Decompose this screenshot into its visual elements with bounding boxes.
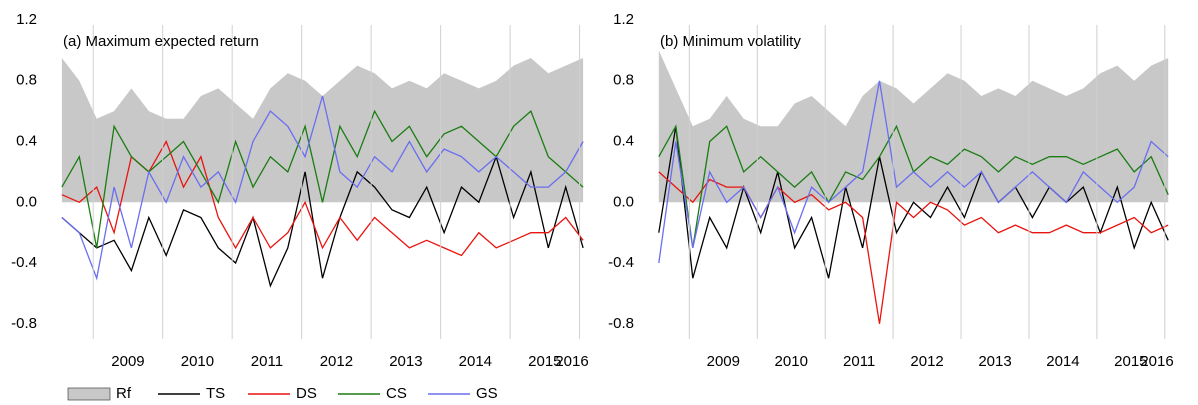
y-tick-label: 0.8: [16, 72, 37, 89]
legend-label: Rf: [116, 385, 132, 402]
panel-title: (a) Maximum expected return: [63, 33, 259, 50]
x-tick-label: 2009: [111, 353, 144, 370]
y-tick-label: 1.2: [16, 11, 37, 28]
legend-label: TS: [206, 385, 225, 402]
y-tick-label: 0.0: [613, 193, 634, 210]
x-tick-label: 2013: [978, 353, 1011, 370]
y-tick-label: -0.4: [11, 254, 37, 271]
y-tick-label: -0.8: [608, 315, 634, 332]
y-tick-label: 0.0: [16, 193, 37, 210]
panel-title: (b) Minimum volatility: [660, 33, 801, 50]
x-tick-label: 2012: [910, 353, 943, 370]
x-tick-label: 2015: [1114, 353, 1147, 370]
y-tick-label: -0.8: [11, 315, 37, 332]
x-tick-label: 2016: [1140, 353, 1173, 370]
x-tick-label: 2013: [389, 353, 422, 370]
x-tick-label: 2011: [843, 353, 875, 370]
x-tick-label: 2015: [528, 353, 561, 370]
x-tick-label: 2010: [181, 353, 214, 370]
y-tick-label: 0.4: [613, 132, 634, 149]
legend-label: DS: [296, 385, 317, 402]
x-tick-label: 2014: [459, 353, 492, 370]
x-tick-label: 2012: [320, 353, 353, 370]
line: [658, 80, 1169, 264]
y-tick-label: 0.4: [16, 132, 37, 149]
x-tick-label: 2010: [775, 353, 808, 370]
area: [61, 58, 584, 203]
x-tick-label: 2014: [1046, 353, 1079, 370]
x-tick-label: 2011: [251, 353, 283, 370]
y-tick-label: -0.4: [608, 254, 634, 271]
x-tick-label: 2016: [555, 353, 588, 370]
area: [658, 50, 1169, 203]
y-tick-label: 1.2: [613, 11, 634, 28]
legend-swatch: [67, 387, 111, 401]
x-tick-label: 2009: [707, 353, 740, 370]
line: [61, 95, 584, 281]
legend-label: GS: [476, 385, 498, 402]
y-tick-label: 0.8: [613, 72, 634, 89]
legend-label: CS: [386, 385, 407, 402]
